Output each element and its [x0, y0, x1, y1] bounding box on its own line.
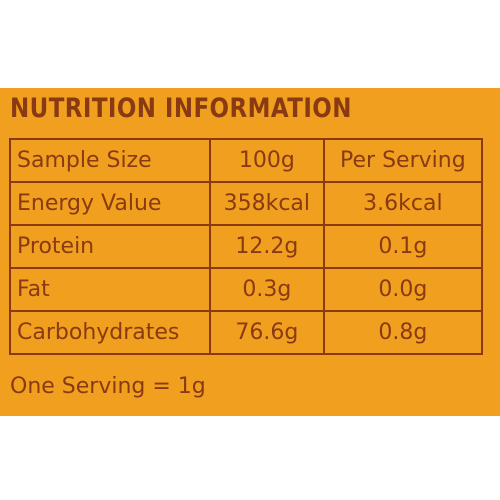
table-cell: 0.1g [322, 224, 484, 269]
table-cell: Fat [9, 267, 211, 312]
title: NUTRITION INFORMATION [10, 93, 352, 124]
table-row: Carbohydrates 76.6g 0.8g [9, 310, 484, 355]
table-cell: Per Serving [322, 138, 484, 183]
table-cell: Energy Value [9, 181, 211, 226]
table-cell: 0.0g [322, 267, 484, 312]
table-cell: Sample Size [9, 138, 211, 183]
table-cell: 12.2g [208, 224, 325, 269]
table-cell: 100g [208, 138, 325, 183]
table-cell: 3.6kcal [322, 181, 484, 226]
serving-note: One Serving = 1g [10, 374, 206, 399]
table-row: Sample Size 100g Per Serving [9, 138, 484, 183]
nutrition-table: Sample Size 100g Per Serving Energy Value 35… [9, 138, 484, 355]
table-cell: Protein [9, 224, 211, 269]
table-cell: 358kcal [208, 181, 325, 226]
table-row: Fat 0.3g 0.0g [9, 267, 484, 312]
table-cell: 0.3g [208, 267, 325, 312]
table-cell: Carbohydrates [9, 310, 211, 355]
table-row: Energy Value 358kcal 3.6kcal [9, 181, 484, 226]
table-cell: 76.6g [208, 310, 325, 355]
table-row: Protein 12.2g 0.1g [9, 224, 484, 269]
table-cell: 0.8g [322, 310, 484, 355]
